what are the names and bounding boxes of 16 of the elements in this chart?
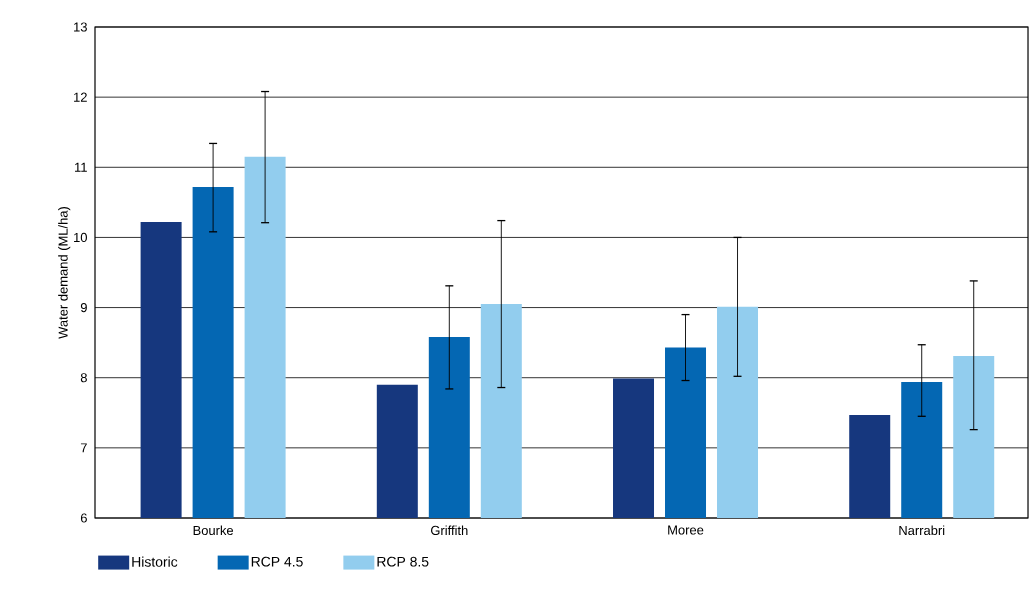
x-tick-label: Narrabri [899, 525, 945, 536]
y-tick-label: 8 [80, 373, 87, 383]
legend-label: Historic [132, 556, 178, 567]
y-tick-label: 12 [74, 92, 87, 102]
y-tick-label: 7 [80, 443, 87, 453]
x-tick-label: Moree [668, 525, 704, 535]
legend-label: RCP 8.5 [377, 556, 429, 567]
y-tick-label: 9 [80, 302, 87, 313]
x-tick-label: Bourke [193, 525, 234, 536]
y-tick-label: 10 [74, 232, 87, 243]
y-tick-label: 13 [74, 22, 87, 32]
legend-label: RCP 4.5 [251, 556, 303, 567]
y-tick-label: 6 [80, 513, 87, 523]
y-tick-label: 11 [75, 162, 87, 172]
y-axis-title: Water demand (ML/ha) [58, 206, 71, 339]
x-tick-label: Griffith [431, 525, 468, 536]
